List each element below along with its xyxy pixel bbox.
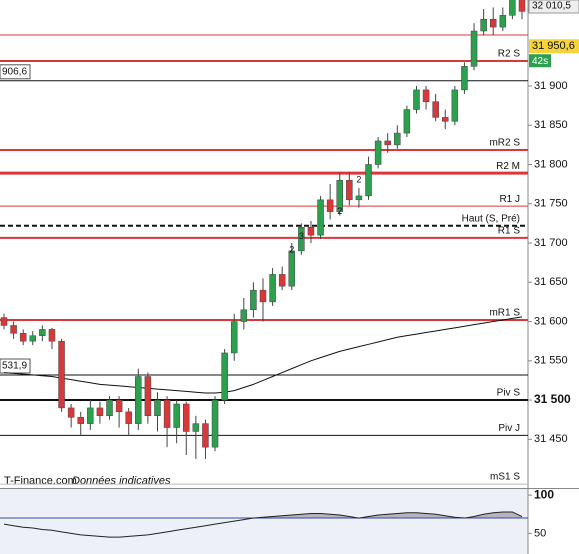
level-label: R1 S [498,226,521,237]
level-label: R2 S [498,49,521,60]
candle-body [326,199,334,212]
candle-body [211,399,219,448]
candle-body [451,89,459,122]
candle-body [0,317,8,326]
watermark: T-Finance.com [4,475,77,487]
oscillator-fill [4,511,522,519]
candle-body [58,340,65,409]
candle-body [422,89,430,102]
moving-average [3,316,523,394]
candle-body [470,30,478,67]
level-label: Piv J [498,423,520,434]
oscillator-line [3,511,523,538]
candle-body [518,0,526,12]
y-tick-label: 31 900 [534,80,568,92]
timer-box [529,54,551,68]
level-label: Piv S [497,388,521,399]
candle-body [384,140,391,146]
level-label: R2 M [496,161,520,172]
candle-body [29,335,37,342]
candle-body [106,399,113,417]
watermark-note: Données indicatives [72,475,171,487]
y-tick-label: 31 850 [534,119,568,131]
candle-body [183,403,190,432]
candle-body [144,376,152,417]
candle-body [125,411,132,424]
candle-body [288,250,296,287]
last-price-box [529,39,579,54]
candle-body [115,399,123,413]
level-tag-text: 531,9 [2,361,27,372]
y-tick-label: 31 500 [534,392,571,406]
candle-body [230,321,238,354]
annotation: 2 [356,175,361,185]
y-tick-label: 31 600 [534,315,568,327]
candle-body [307,227,315,236]
candle-body [346,179,353,201]
top-price: 32 010,5 [532,1,571,12]
top-price-box [528,0,579,14]
candle-body [442,117,449,122]
candle-body [374,140,382,165]
candle-body [499,15,507,28]
level-label: Haut (S, Pré) [462,213,520,224]
oscillator-panel [0,489,528,554]
candle-body [96,407,104,417]
candle-body [240,309,248,322]
timer: 42s [532,56,548,67]
annotation: 2 [289,244,294,254]
candle-body [413,89,420,110]
y-tick-label: 31 650 [534,276,568,288]
level-label: R1 J [499,194,520,205]
candle-body [480,18,487,32]
candle-body [461,66,468,91]
last-price: 31 950,6 [532,40,575,52]
candle-body [278,274,286,287]
candle-body [67,407,75,418]
candle-body [403,109,411,134]
osc-tick-label: 100 [534,487,554,501]
y-tick-label: 31 750 [534,198,568,210]
candle-body [250,289,257,311]
level-tag [0,64,31,80]
candle-body [259,289,267,303]
candle-body [298,227,305,252]
annotation: 2 [337,206,342,216]
candle-body [173,403,180,428]
candle-body [269,274,276,303]
y-tick-label: 31 700 [534,237,568,249]
candle-body [509,0,516,16]
level-label: mR1 S [489,308,520,319]
candle-body [192,423,200,432]
y-tick-label: 31 550 [534,355,568,367]
candle-body [39,329,46,336]
candle-body [154,399,161,417]
y-tick-label: 31 800 [534,158,568,170]
candle-body [365,164,372,197]
candle-body [432,101,439,118]
candle-body [336,179,343,212]
candle-body [10,325,17,334]
candle-body [394,132,401,146]
annotation: 3 [299,231,304,241]
candle-body [317,199,324,236]
candle-body [135,376,142,424]
candle-body [221,352,228,401]
candle-body [355,195,363,201]
level-tag-text: 906,6 [2,66,27,77]
level-label: mS1 S [490,472,520,483]
candle-body [77,417,84,424]
candle-body [19,333,27,342]
candle-body [202,423,209,448]
osc-tick-label: 50 [534,527,546,539]
candle-body [48,329,56,342]
candle-body [489,18,497,28]
candle-body [87,407,94,424]
candle-body [163,399,171,428]
level-label: mR2 S [489,138,520,149]
y-tick-label: 31 450 [534,433,568,445]
